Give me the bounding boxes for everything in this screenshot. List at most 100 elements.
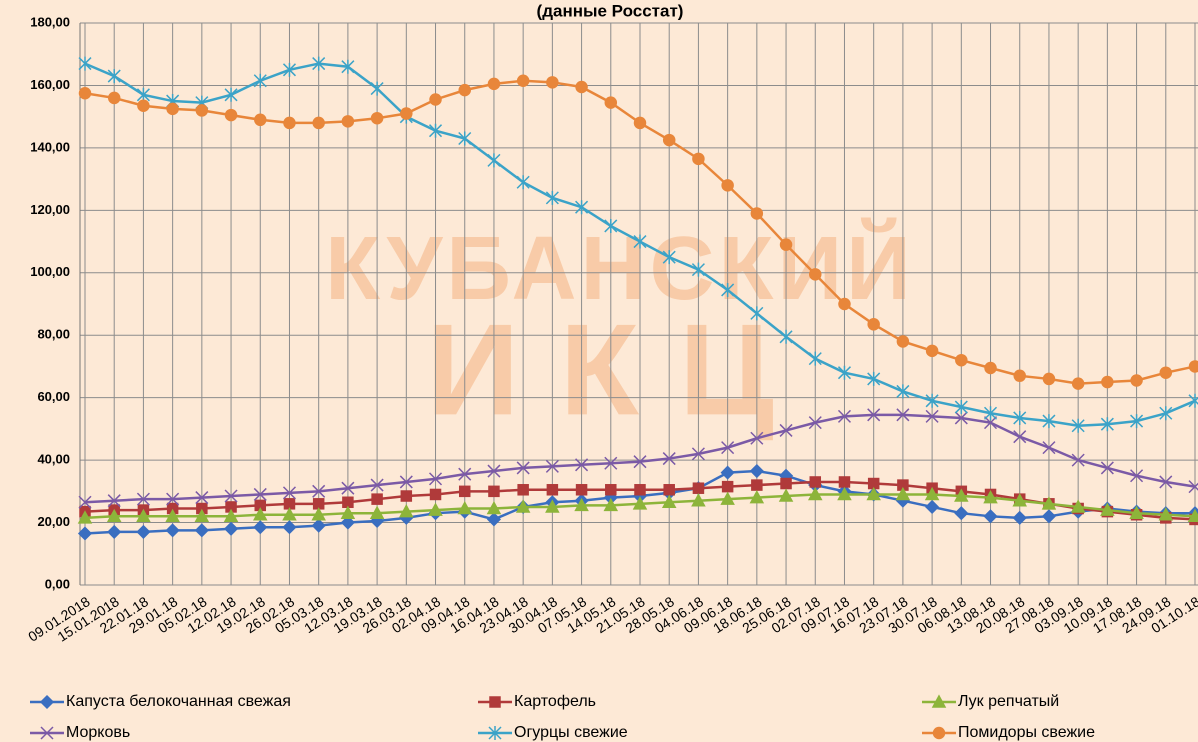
legend-label: Лук репчатый xyxy=(958,693,1059,710)
data-point xyxy=(1043,510,1055,522)
data-point xyxy=(577,485,587,495)
chart-title: (данные Росстат) xyxy=(537,1,684,20)
data-point xyxy=(488,78,499,89)
data-point xyxy=(255,114,266,125)
data-point xyxy=(927,345,938,356)
data-point xyxy=(576,82,587,93)
data-point xyxy=(722,467,734,479)
y-tick-label: 160,00 xyxy=(30,77,70,92)
data-point xyxy=(926,501,938,513)
data-point xyxy=(1160,367,1171,378)
data-point xyxy=(752,480,762,490)
watermark: ИКЦ xyxy=(426,296,814,442)
data-point xyxy=(137,526,149,538)
data-point xyxy=(955,507,967,519)
data-point xyxy=(488,153,500,167)
chart: (данные Росстат) КУБАНСКИЙИКЦ0,0020,0040… xyxy=(0,0,1198,742)
data-point xyxy=(79,527,91,539)
data-point xyxy=(1131,375,1142,386)
data-point xyxy=(108,69,120,83)
data-point xyxy=(313,117,324,128)
data-point xyxy=(693,483,703,493)
y-tick-label: 0,00 xyxy=(45,576,70,591)
legend-label: Картофель xyxy=(514,693,596,710)
data-point xyxy=(138,100,149,111)
data-point xyxy=(79,57,91,71)
data-point xyxy=(635,117,646,128)
legend-marker xyxy=(934,728,945,739)
data-point xyxy=(372,113,383,124)
legend-marker xyxy=(490,697,500,707)
data-point xyxy=(371,82,383,96)
data-point xyxy=(751,465,763,477)
y-tick-label: 20,00 xyxy=(37,514,70,529)
data-point xyxy=(518,75,529,86)
data-point xyxy=(868,319,879,330)
data-point xyxy=(460,486,470,496)
data-point xyxy=(546,191,558,205)
data-point xyxy=(1043,373,1054,384)
data-point xyxy=(167,524,179,536)
data-point xyxy=(196,524,208,536)
legend-label: Помидоры свежие xyxy=(958,724,1095,741)
y-tick-label: 100,00 xyxy=(30,264,70,279)
data-point xyxy=(664,485,674,495)
data-point xyxy=(810,269,821,280)
data-point xyxy=(342,116,353,127)
data-point xyxy=(605,97,616,108)
y-tick-label: 80,00 xyxy=(37,327,70,342)
data-point xyxy=(693,153,704,164)
data-point xyxy=(664,135,675,146)
data-point xyxy=(547,485,557,495)
data-point xyxy=(488,513,500,525)
data-point xyxy=(1102,377,1113,388)
data-point xyxy=(518,485,528,495)
y-tick-label: 60,00 xyxy=(37,389,70,404)
legend-label: Морковь xyxy=(66,724,130,741)
data-point xyxy=(606,485,616,495)
data-point xyxy=(1014,370,1025,381)
y-tick-label: 140,00 xyxy=(30,139,70,154)
legend-label: Огурцы свежие xyxy=(514,724,628,741)
data-point xyxy=(372,494,382,504)
data-point xyxy=(897,384,909,398)
data-point xyxy=(576,200,588,214)
data-point xyxy=(839,477,849,487)
data-point xyxy=(313,520,325,532)
data-point xyxy=(284,117,295,128)
data-point xyxy=(722,180,733,191)
data-point xyxy=(956,355,967,366)
data-point xyxy=(751,208,762,219)
data-point xyxy=(985,510,997,522)
data-point xyxy=(1073,378,1084,389)
legend-label: Капуста белокочанная свежая xyxy=(66,693,291,710)
data-point xyxy=(431,489,441,499)
data-point xyxy=(401,108,412,119)
data-point xyxy=(985,363,996,374)
data-point xyxy=(839,299,850,310)
y-tick-label: 180,00 xyxy=(30,14,70,29)
data-point xyxy=(108,526,120,538)
y-tick-label: 40,00 xyxy=(37,452,70,467)
data-point xyxy=(225,523,237,535)
data-point xyxy=(254,74,266,88)
data-point xyxy=(401,491,411,501)
data-point xyxy=(196,105,207,116)
data-point xyxy=(781,479,791,489)
data-point xyxy=(635,485,645,495)
data-point xyxy=(723,482,733,492)
data-point xyxy=(167,103,178,114)
data-point xyxy=(781,239,792,250)
data-point xyxy=(109,92,120,103)
data-point xyxy=(810,477,820,487)
data-point xyxy=(430,94,441,105)
data-point xyxy=(459,85,470,96)
data-point xyxy=(547,77,558,88)
data-point xyxy=(1190,361,1198,372)
y-tick-label: 120,00 xyxy=(30,202,70,217)
data-point xyxy=(897,336,908,347)
data-point xyxy=(489,486,499,496)
legend-marker xyxy=(41,696,53,708)
data-point xyxy=(226,110,237,121)
data-point xyxy=(517,175,529,189)
